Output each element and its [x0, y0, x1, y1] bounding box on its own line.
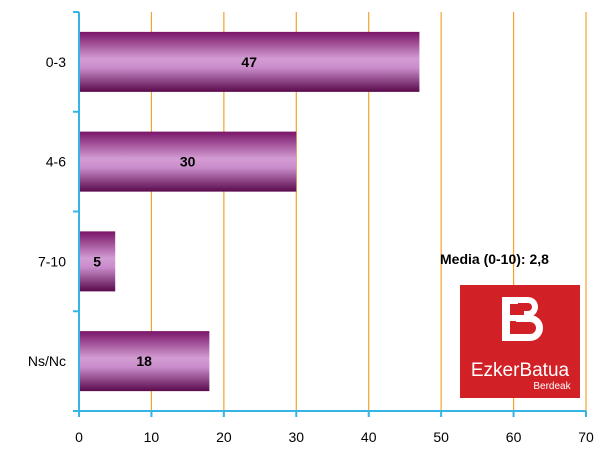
bar-value-label: 47 [241, 54, 257, 70]
y-tick-label: 7-10 [38, 253, 66, 269]
media-annotation: Media (0-10): 2,8 [440, 251, 549, 267]
bar-7-10 [79, 231, 116, 292]
axes [73, 11, 587, 417]
bar-value-labels: 47 30 5 18 [93, 54, 257, 369]
x-tick-label: 30 [288, 429, 304, 445]
x-tick-label: 60 [506, 429, 522, 445]
x-tick-label: 0 [75, 429, 83, 445]
logo-sub-text: Berdeak [533, 381, 571, 392]
y-tick-labels: 0-3 4-6 7-10 Ns/Nc [28, 54, 66, 369]
y-tick-label: Ns/Nc [28, 353, 66, 369]
y-tick-label: 4-6 [46, 154, 66, 170]
bar-value-label: 18 [136, 353, 152, 369]
logo-main-text: EzkerBatua [471, 360, 570, 381]
x-tick-label: 40 [361, 429, 377, 445]
x-tick-label: 10 [144, 429, 160, 445]
x-tick-labels: 0 10 20 30 40 50 60 70 [75, 429, 594, 445]
x-tick-label: 70 [578, 429, 594, 445]
bar-0-3 [79, 31, 420, 92]
ezkerbatua-logo: EzkerBatua Berdeak [460, 285, 580, 398]
x-tick-label: 50 [433, 429, 449, 445]
bar-4-6 [79, 131, 297, 192]
bars [79, 31, 420, 392]
bar-value-label: 30 [180, 154, 196, 170]
bar-value-label: 5 [93, 253, 101, 269]
bar-Ns/Nc [79, 331, 210, 392]
y-tick-label: 0-3 [46, 54, 66, 70]
x-tick-label: 20 [216, 429, 232, 445]
eb-mark-icon [502, 297, 543, 341]
